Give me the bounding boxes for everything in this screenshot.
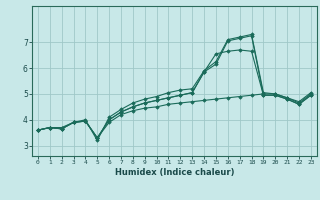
X-axis label: Humidex (Indice chaleur): Humidex (Indice chaleur)	[115, 168, 234, 177]
